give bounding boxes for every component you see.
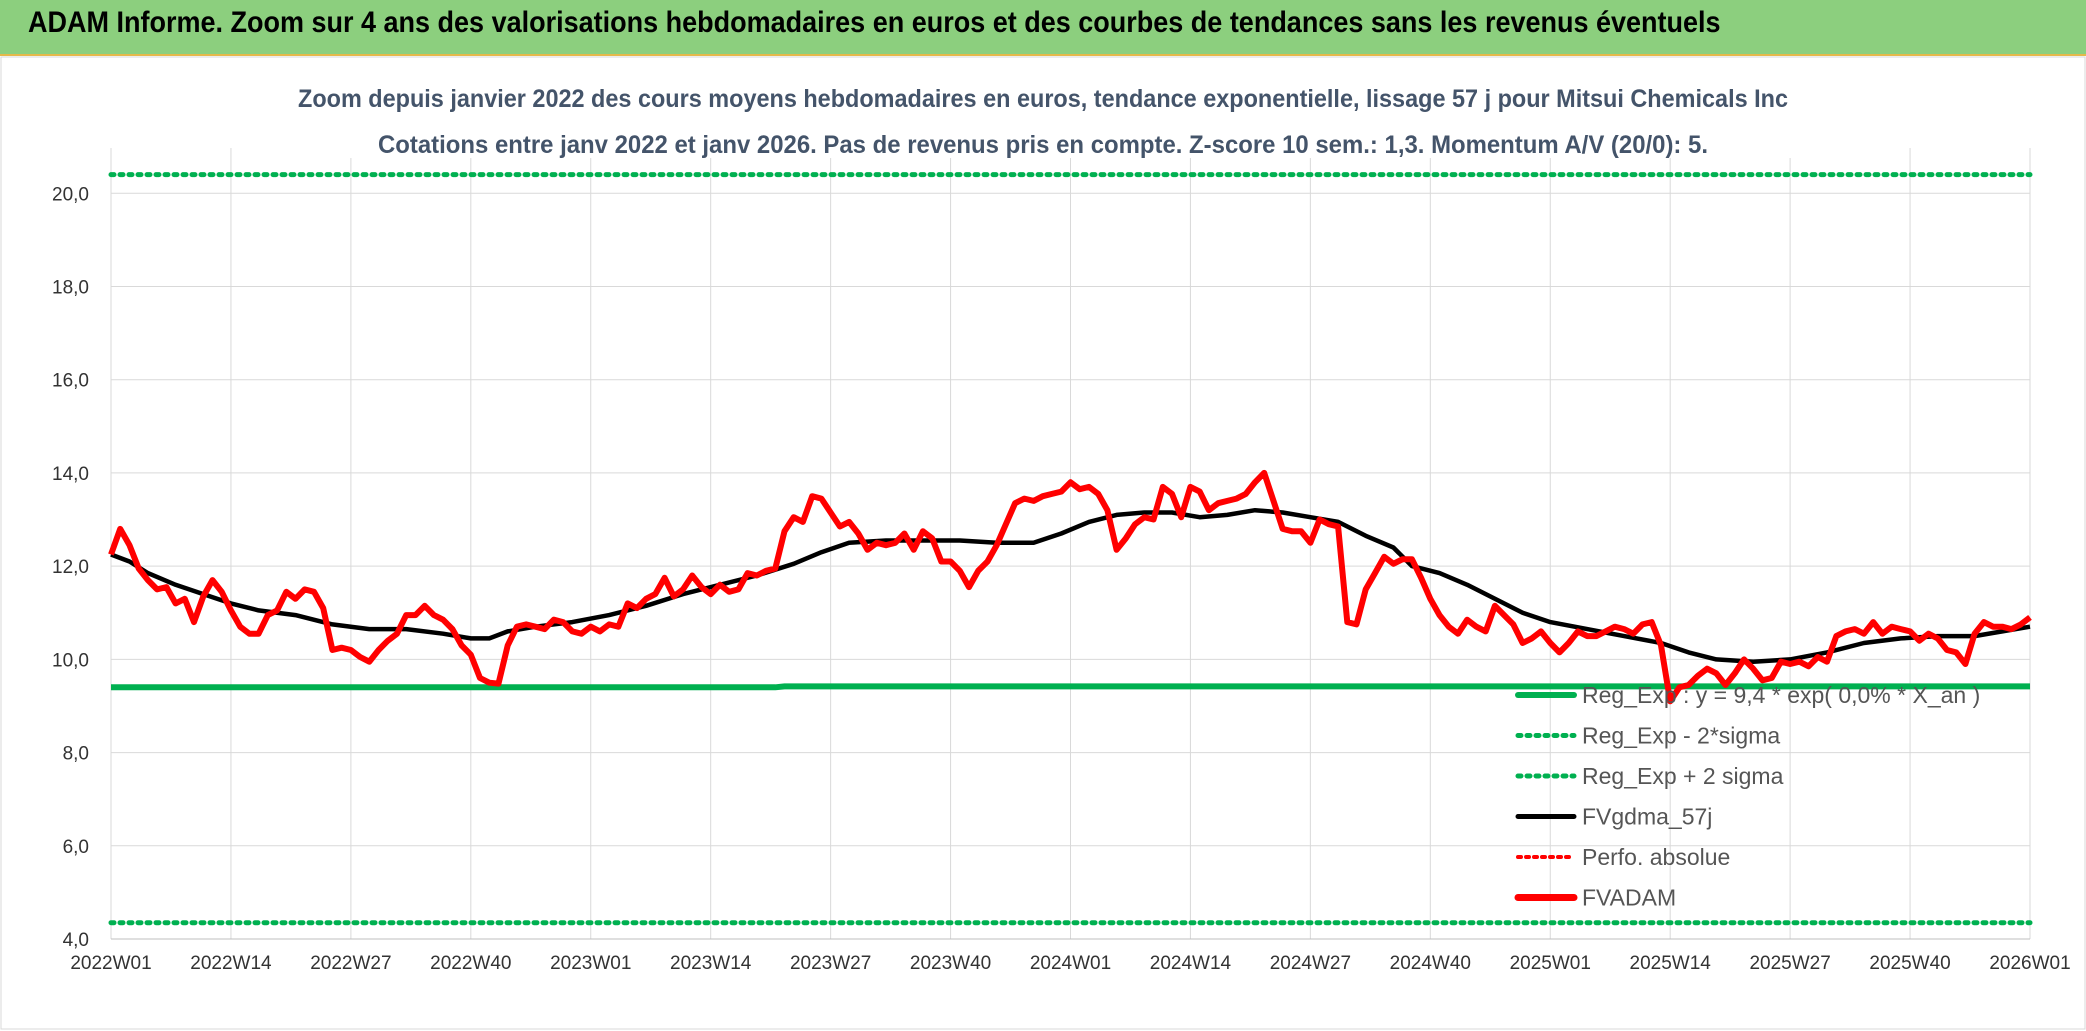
chart-subtitle: Cotations entre janv 2022 et janv 2026. … <box>378 131 1708 159</box>
x-tick-label: 2022W01 <box>70 953 151 974</box>
series-reg-exp <box>111 683 2030 691</box>
chart-title: Zoom depuis janvier 2022 des cours moyen… <box>298 85 1788 113</box>
y-tick-label: 20,0 <box>52 184 89 205</box>
x-tick-label: 2022W40 <box>430 953 511 974</box>
x-axis-ticks: 2022W01 2022W14 2022W27 2022W40 2023W01 2023W… <box>70 953 2070 974</box>
y-axis-ticks: 4,0 6,0 8,0 10,0 12,0 14,0 16,0 18,0 20,0 <box>52 184 89 951</box>
y-tick-label: 10,0 <box>52 650 89 671</box>
series-layer <box>108 172 2033 926</box>
gridlines <box>110 148 2031 940</box>
header-banner: ADAM Informe. Zoom sur 4 ans des valoris… <box>0 0 2086 56</box>
x-tick-label: 2026W01 <box>1989 953 2070 974</box>
chart: 4,0 6,0 8,0 10,0 12,0 14,0 16,0 18,0 20,0 2022W0… <box>0 56 2086 1030</box>
x-tick-label: 2024W27 <box>1270 953 1351 974</box>
x-tick-label: 2023W01 <box>550 953 631 974</box>
x-tick-label: 2022W27 <box>310 953 391 974</box>
x-tick-label: 2023W27 <box>790 953 871 974</box>
y-tick-label: 8,0 <box>63 744 89 765</box>
x-tick-label: 2025W01 <box>1510 953 1591 974</box>
page-title: ADAM Informe. Zoom sur 4 ans des valoris… <box>28 6 1721 39</box>
series-fvadam <box>108 469 2032 705</box>
y-tick-label: 14,0 <box>52 464 89 485</box>
y-tick-label: 12,0 <box>52 557 89 578</box>
title-backdrop <box>250 88 1830 158</box>
x-tick-label: 2022W14 <box>190 953 272 974</box>
legend-label-plus2: Reg_Exp + 2 sigma <box>1582 763 1784 789</box>
y-tick-label: 4,0 <box>63 930 89 951</box>
y-tick-label: 16,0 <box>52 371 89 392</box>
legend-label-minus2: Reg_Exp - 2*sigma <box>1582 723 1780 749</box>
x-tick-label: 2025W27 <box>1749 953 1830 974</box>
x-tick-label: 2025W14 <box>1630 953 1712 974</box>
chart-area-frame <box>0 56 2086 1030</box>
y-tick-label: 6,0 <box>63 837 89 858</box>
x-tick-label: 2024W14 <box>1150 953 1232 974</box>
y-tick-label: 18,0 <box>52 278 89 299</box>
x-tick-label: 2023W40 <box>910 953 991 974</box>
legend: Reg_Exp : y = 9,4 * exp( 0,0% * X_an ) Re… <box>1514 682 1980 911</box>
series-fvgdma-57j <box>110 507 2031 664</box>
x-tick-label: 2025W40 <box>1869 953 1950 974</box>
x-tick-label: 2023W14 <box>670 953 752 974</box>
x-tick-label: 2024W40 <box>1390 953 1471 974</box>
legend-label-reg: Reg_Exp : y = 9,4 * exp( 0,0% * X_an ) <box>1582 682 1980 708</box>
x-tick-label: 2024W01 <box>1030 953 1111 974</box>
legend-label-perfo: Perfo. absolue <box>1582 844 1730 870</box>
legend-label-fvadam: FVADAM <box>1582 885 1676 911</box>
legend-label-fvgdma: FVgdma_57j <box>1582 804 1712 830</box>
